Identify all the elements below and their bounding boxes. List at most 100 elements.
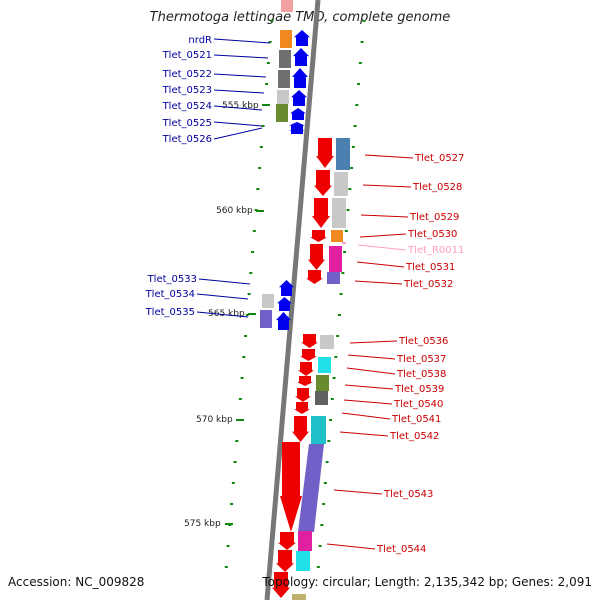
feature-block-lightgrey-r1 <box>334 172 348 196</box>
gene-label-tlet-0524[interactable]: Tlet_0524 <box>162 101 212 112</box>
feature-block-khaki <box>292 594 306 600</box>
gene-label-tlet-0530[interactable]: Tlet_0530 <box>407 229 457 240</box>
minor-tick-right <box>334 356 338 358</box>
genome-backbone <box>264 0 321 600</box>
genome-summary-text: Topology: circular; Length: 2,135,342 bp… <box>262 575 592 589</box>
forward-gene-arrow <box>292 68 308 88</box>
minor-tick-left <box>244 335 248 337</box>
forward-gene-arrow <box>277 297 292 311</box>
minor-tick-right <box>336 335 340 337</box>
forward-gene-arrow <box>289 128 305 134</box>
gene-label-tlet-0536[interactable]: Tlet_0536 <box>398 336 448 347</box>
gene-label-tlet-0523[interactable]: Tlet_0523 <box>162 85 212 96</box>
gene-label-tlet-0538[interactable]: Tlet_0538 <box>396 369 446 380</box>
minor-tick-right <box>316 566 320 568</box>
gene-label-tlet-0532[interactable]: Tlet_0532 <box>403 279 453 290</box>
forward-gene-arrow <box>290 108 306 120</box>
minor-tick-right <box>350 167 354 169</box>
gene-label-tlet-0528[interactable]: Tlet_0528 <box>412 182 462 193</box>
gene-label-tlet-0533[interactable]: Tlet_0533 <box>147 274 197 285</box>
minor-tick-right <box>357 83 361 85</box>
gene-label-tlet-0527[interactable]: Tlet_0527 <box>414 153 464 164</box>
leader-tlet-0529 <box>360 214 409 218</box>
minor-tick-right <box>337 314 341 316</box>
reverse-gene-arrow <box>280 442 302 532</box>
minor-tick-right <box>325 461 329 463</box>
minor-tick-right <box>341 272 345 274</box>
feature-block-lightgrey-mid <box>262 294 274 308</box>
forward-gene-arrow <box>291 90 307 106</box>
gene-label-tlet-0521[interactable]: Tlet_0521 <box>162 50 212 61</box>
reverse-gene-arrow <box>300 349 317 361</box>
feature-block-darkgrey-r <box>315 391 328 405</box>
leader-tlet-0533 <box>198 278 251 285</box>
minor-tick-right <box>323 482 327 484</box>
leader-tlet-0522 <box>213 73 267 78</box>
forward-genes-top <box>289 30 310 134</box>
leader-tlet-0521 <box>213 54 269 59</box>
feature-block-lightgrey-r3 <box>320 335 334 349</box>
leader-tlet-0536 <box>349 340 398 344</box>
reverse-gene-arrow <box>276 550 294 572</box>
feature-block-top <box>281 0 293 12</box>
minor-tick-left <box>252 230 256 232</box>
minor-tick-right <box>322 503 326 505</box>
feature-block-grey-1 <box>279 50 291 68</box>
feature-block-magenta-2 <box>298 531 312 551</box>
gene-label-nrdR[interactable]: nrdR <box>188 35 212 46</box>
gene-label-tlet-0534[interactable]: Tlet_0534 <box>145 289 195 300</box>
forward-gene-arrow <box>293 48 309 66</box>
gene-label-tlet-0543[interactable]: Tlet_0543 <box>383 489 433 500</box>
gene-label-tlet-0541[interactable]: Tlet_0541 <box>391 414 441 425</box>
leader-tlet-0544 <box>326 543 376 550</box>
leader-tlet-0534 <box>196 293 249 300</box>
gene-label-tlet-r0011[interactable]: Tlet_R0011 <box>407 245 464 256</box>
minor-tick-left <box>259 146 263 148</box>
feature-block-orange <box>280 30 292 48</box>
feature-block-olive-r <box>316 375 329 391</box>
minor-tick-right <box>339 293 343 295</box>
minor-tick-left <box>226 545 230 547</box>
reverse-gene-arrow <box>272 572 290 598</box>
minor-tick-left <box>258 167 262 169</box>
leader-tlet-0527 <box>364 154 414 159</box>
forward-gene-arrow <box>276 312 291 330</box>
feature-block-olive <box>276 104 288 122</box>
gene-label-tlet-0544[interactable]: Tlet_0544 <box>376 544 426 555</box>
reverse-gene-arrow <box>301 334 318 348</box>
feature-block-cyan-1 <box>318 357 331 373</box>
reverse-genes <box>272 138 334 598</box>
gene-label-tlet-0522[interactable]: Tlet_0522 <box>162 69 212 80</box>
minor-tick-right <box>329 419 333 421</box>
leader-tlet-r0011 <box>357 244 407 251</box>
gene-label-tlet-0537[interactable]: Tlet_0537 <box>396 354 446 365</box>
reverse-gene-arrow <box>308 244 325 270</box>
gene-label-tlet-0535[interactable]: Tlet_0535 <box>145 307 195 318</box>
minor-tick-left <box>254 209 258 211</box>
tick-label-565: 565 kbp <box>208 309 245 319</box>
feature-block-magenta <box>329 246 342 272</box>
minor-tick-right <box>360 41 364 43</box>
minor-tick-left <box>242 356 246 358</box>
minor-tick-right <box>332 377 336 379</box>
minor-tick-left <box>228 524 232 526</box>
leader-tlet-0525 <box>213 121 263 127</box>
gene-label-tlet-0539[interactable]: Tlet_0539 <box>394 384 444 395</box>
leader-tlet-0531 <box>356 261 405 268</box>
gene-label-tlet-0540[interactable]: Tlet_0540 <box>393 399 443 410</box>
gene-label-tlet-0526[interactable]: Tlet_0526 <box>162 134 212 145</box>
leader-tlet-0538 <box>346 367 396 375</box>
gene-label-tlet-0529[interactable]: Tlet_0529 <box>409 212 459 223</box>
feature-block-lightgrey <box>277 90 289 104</box>
minor-tick-right <box>343 251 347 253</box>
reverse-gene-arrow <box>312 198 330 228</box>
tick-label-560: 560 kbp <box>216 206 253 216</box>
reverse-gene-arrow <box>310 230 327 242</box>
gene-label-tlet-0525[interactable]: Tlet_0525 <box>162 118 212 129</box>
minor-tick-left <box>235 440 239 442</box>
gene-label-tlet-0531[interactable]: Tlet_0531 <box>405 262 455 273</box>
minor-tick-left <box>268 41 272 43</box>
minor-tick-right <box>320 524 324 526</box>
gene-label-tlet-0542[interactable]: Tlet_0542 <box>389 431 439 442</box>
